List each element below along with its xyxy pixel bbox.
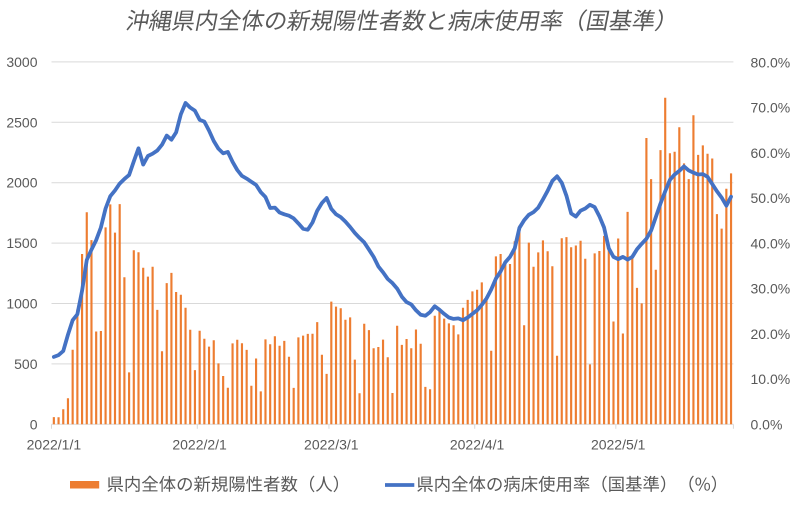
svg-text:70.0%: 70.0% [751,100,791,116]
svg-text:30.0%: 30.0% [751,281,791,297]
svg-text:1500: 1500 [6,235,37,251]
svg-text:2022/4/1: 2022/4/1 [450,437,505,453]
svg-text:2022/1/1: 2022/1/1 [27,437,82,453]
svg-text:0.0%: 0.0% [751,416,783,432]
svg-text:40.0%: 40.0% [751,235,791,251]
svg-text:2022/2/1: 2022/2/1 [172,437,227,453]
svg-text:2022/5/1: 2022/5/1 [591,437,646,453]
svg-text:50.0%: 50.0% [751,190,791,206]
svg-text:2000: 2000 [6,175,37,191]
svg-text:500: 500 [14,356,38,372]
svg-text:3000: 3000 [6,54,37,70]
svg-text:2500: 2500 [6,114,37,130]
svg-text:2022/3/1: 2022/3/1 [304,437,359,453]
svg-text:20.0%: 20.0% [751,326,791,342]
svg-text:60.0%: 60.0% [751,145,791,161]
svg-text:80.0%: 80.0% [751,54,791,70]
svg-text:1000: 1000 [6,296,37,312]
svg-text:0: 0 [30,416,38,432]
svg-text:10.0%: 10.0% [751,371,791,387]
